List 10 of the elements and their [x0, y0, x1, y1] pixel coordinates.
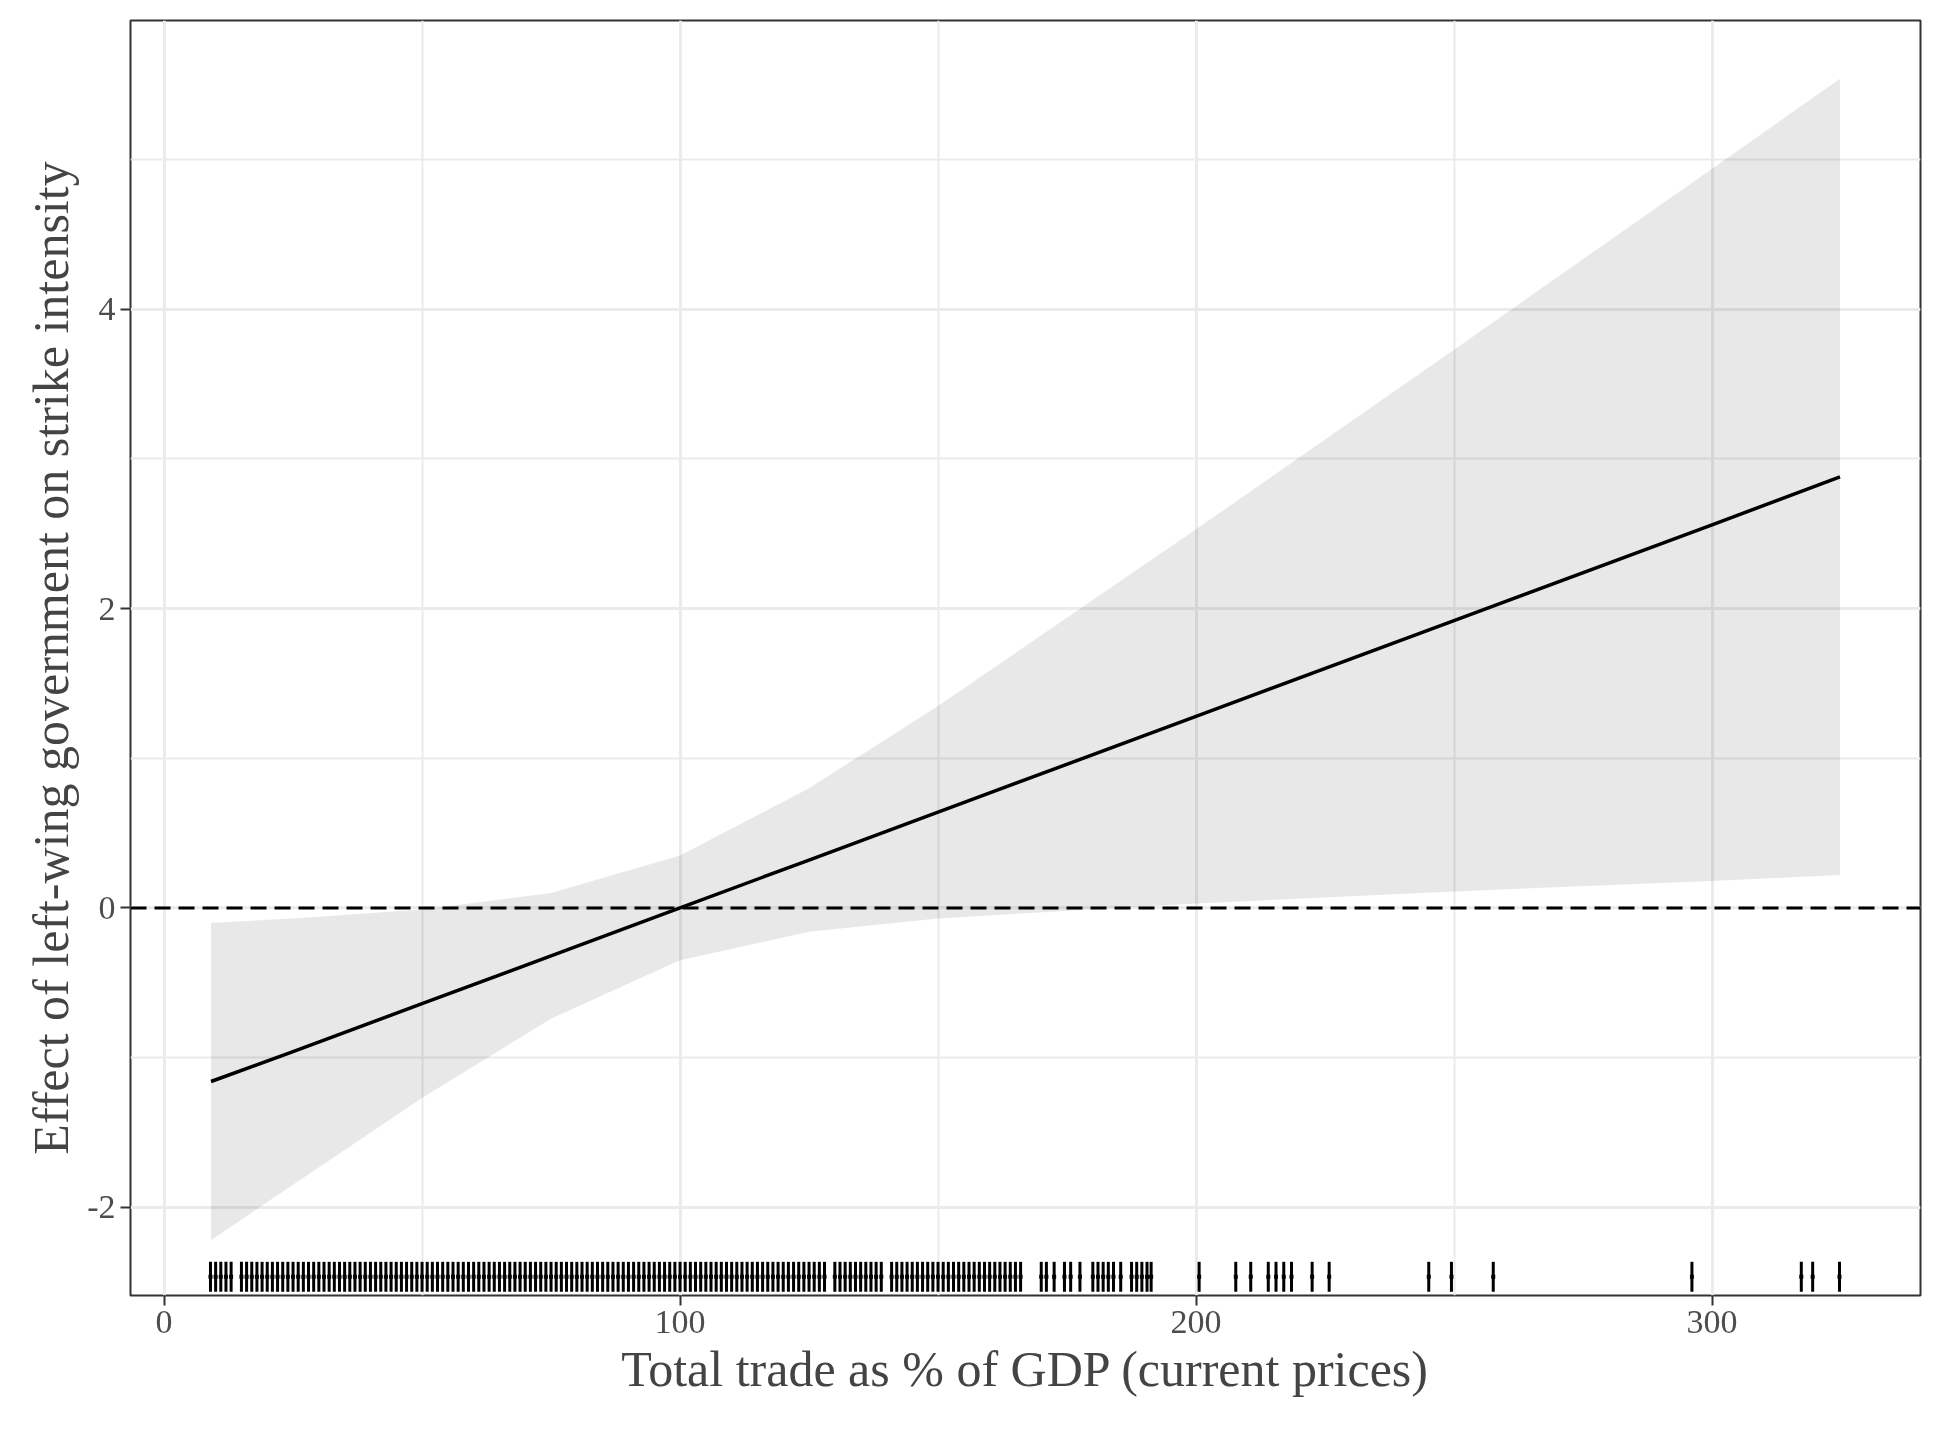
y-axis-title: Effect of left-wing government on strike intensity: [23, 161, 80, 1155]
x-tick-label: 200: [1170, 1302, 1222, 1340]
x-tick-label: 300: [1686, 1302, 1738, 1340]
y-tick-label: 2: [98, 589, 116, 627]
x-tick-label: 0: [155, 1302, 173, 1340]
y-tick-label: -2: [87, 1188, 116, 1226]
x-tick-label: 100: [654, 1302, 706, 1340]
y-tick-label: 0: [98, 888, 116, 926]
y-tick-label: 4: [98, 290, 116, 328]
x-axis-title: Total trade as % of GDP (current prices): [621, 1340, 1428, 1397]
